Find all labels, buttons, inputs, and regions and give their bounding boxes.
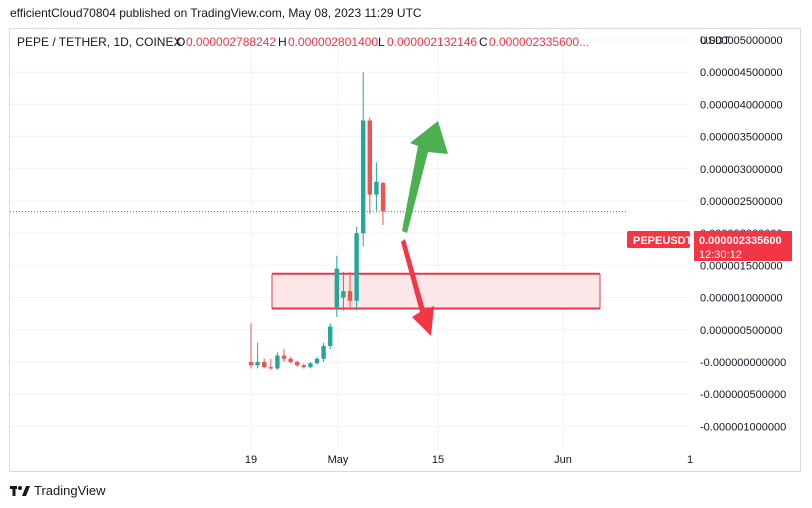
support-zone (271, 272, 601, 310)
last-price-value: 0.000002335600 (699, 235, 782, 247)
legend-c-value: 0.000002335600... (489, 35, 589, 49)
time-tick-label: May (328, 454, 349, 466)
price-tick-label: 0.000004000000 (700, 99, 783, 111)
time-tick-label: 19 (245, 454, 257, 466)
candle (374, 162, 379, 211)
candle (347, 271, 353, 308)
legend-o-value: 0.000002788242 (186, 35, 276, 49)
candle-body (361, 120, 366, 234)
candle-body (354, 233, 359, 301)
annotation-arrows (401, 121, 448, 336)
candle (288, 356, 293, 364)
price-tick-label: -0.000000000000 (700, 357, 786, 369)
candle (262, 358, 267, 369)
tradingview-icon (10, 485, 30, 496)
candle (301, 363, 306, 369)
zone-fill (272, 273, 600, 309)
symbol-badge-label: PEPEUSDT (633, 235, 693, 247)
candle (295, 360, 300, 368)
candle-body (248, 362, 254, 366)
candle-body (288, 358, 293, 362)
legend-c-label: C (479, 35, 488, 49)
candle-body (314, 358, 320, 364)
candle (341, 271, 346, 311)
last-price-badge: PEPEUSDT 0.000002335600 12:30:12 (627, 231, 792, 261)
candle-body (374, 181, 379, 195)
candle-body (347, 291, 353, 301)
candle (268, 358, 273, 370)
candle-body (301, 365, 306, 368)
footer-brand: TradingView (34, 483, 106, 498)
candle (354, 226, 359, 311)
candle (321, 342, 326, 362)
publish-info: efficientCloud70804 published on Trading… (10, 6, 422, 20)
price-tick-label: 0.000003000000 (700, 164, 783, 176)
candle (328, 323, 333, 350)
price-tick-label: 0.000001000000 (700, 293, 783, 305)
candle-body (262, 362, 267, 368)
candle-body (255, 362, 260, 366)
grid-lines (10, 36, 690, 450)
price-tick-label: 0.000003500000 (700, 132, 783, 144)
arrow-up-annotation (402, 121, 448, 233)
candle-body (268, 367, 273, 369)
tradingview-logo[interactable]: TradingView (10, 483, 106, 498)
candle (314, 356, 320, 365)
currency-label: USDT (700, 35, 730, 47)
candle (367, 117, 372, 214)
candle (308, 362, 313, 369)
price-tick-label: 0.000000500000 (700, 325, 783, 337)
legend-symbol: PEPE / TETHER, 1D, COINEX (17, 35, 181, 49)
chart-frame (9, 28, 801, 472)
candle (281, 349, 287, 362)
candle (380, 181, 386, 225)
candles (248, 72, 386, 370)
price-tick-label: -0.000000500000 (700, 389, 786, 401)
candle (361, 72, 366, 247)
time-axis[interactable]: 19 May 15 Jun 1 (245, 454, 693, 466)
legend-h-label: H (278, 35, 287, 49)
arrow-down-annotation (401, 239, 434, 336)
candle-body (308, 363, 313, 368)
candle-body (334, 268, 339, 308)
candle-body (321, 345, 326, 359)
candle (275, 352, 280, 370)
legend-o-label: O (176, 35, 185, 49)
candle-body (367, 120, 372, 195)
candle-body (295, 362, 300, 366)
candle (248, 323, 254, 369)
time-tick-label: 1 (687, 454, 693, 466)
legend-h-value: 0.000002801400 (288, 35, 378, 49)
candle-body (341, 291, 346, 298)
price-tick-label: 0.000001500000 (700, 260, 783, 272)
time-tick-label: 15 (432, 454, 444, 466)
legend-l-value: 0.000002132146 (387, 35, 477, 49)
price-tick-label: 0.000004500000 (700, 67, 783, 79)
candle (334, 255, 339, 317)
legend-l-label: L (378, 35, 385, 49)
candle-body (380, 182, 386, 212)
candle-body (328, 326, 333, 346)
time-tick-label: Jun (554, 454, 572, 466)
price-tick-label: 0.000002500000 (700, 196, 783, 208)
countdown-timer: 12:30:12 (699, 249, 742, 261)
price-tick-label: -0.000001000000 (700, 421, 786, 433)
candle-body (275, 355, 280, 369)
price-tick-label: 0.000005000000 (700, 35, 783, 47)
candle (255, 342, 260, 369)
candle-body (281, 355, 287, 359)
